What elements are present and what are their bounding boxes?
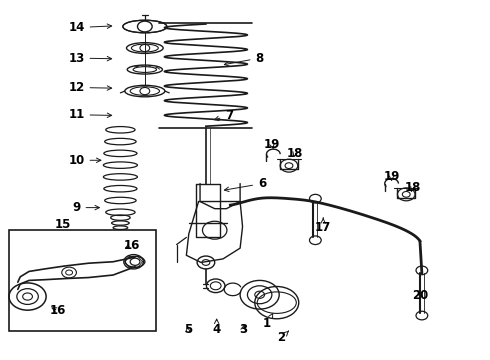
- Text: 18: 18: [404, 181, 421, 194]
- Text: 18: 18: [287, 147, 303, 159]
- Text: 16: 16: [50, 305, 67, 318]
- Text: 17: 17: [315, 218, 331, 234]
- Text: 6: 6: [224, 177, 266, 192]
- Text: 3: 3: [239, 323, 247, 336]
- Text: 15: 15: [55, 218, 72, 231]
- Text: 19: 19: [383, 170, 400, 183]
- Text: 11: 11: [68, 108, 112, 121]
- Text: 7: 7: [215, 109, 233, 122]
- Text: 20: 20: [412, 289, 428, 302]
- Text: 5: 5: [184, 323, 192, 336]
- Text: 19: 19: [264, 138, 280, 150]
- Text: 16: 16: [123, 239, 140, 252]
- Text: 8: 8: [224, 51, 264, 66]
- Text: 9: 9: [73, 201, 99, 214]
- Text: 4: 4: [213, 319, 221, 336]
- Text: 14: 14: [68, 21, 112, 34]
- Text: 10: 10: [68, 154, 101, 167]
- Text: 13: 13: [68, 51, 112, 64]
- Text: 1: 1: [263, 314, 273, 330]
- Text: 2: 2: [277, 331, 289, 344]
- Text: 12: 12: [68, 81, 112, 94]
